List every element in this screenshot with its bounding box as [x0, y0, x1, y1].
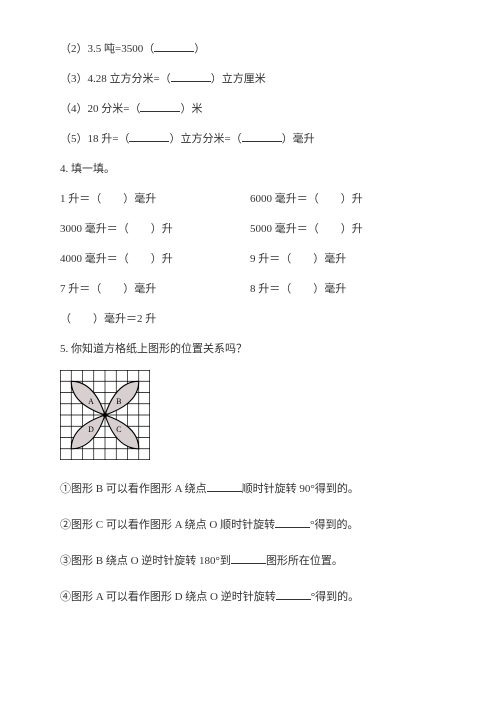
fill-row-4: 7 升＝（ ）毫升 8 升＝（ ）毫升 [60, 280, 440, 296]
q4-prefix: （4）20 分米=（ [60, 103, 140, 115]
r2r-b: ）升 [341, 223, 363, 235]
r5-b: ）毫升＝2 升 [93, 313, 156, 325]
s4-b: °得到的。 [311, 591, 359, 603]
q4-suffix: ）米 [180, 103, 202, 115]
s3-a: ③图形 B 绕点 O 逆时针旋转 180°到 [60, 555, 231, 567]
q2-prefix: （2）3.5 吨=3500（ [60, 43, 154, 55]
r4l-b: ）毫升 [123, 283, 156, 295]
r4r-a: 8 升＝（ [250, 283, 291, 295]
s4-a: ④图形 A 可以看作图形 D 绕点 O 逆时针旋转 [60, 591, 276, 603]
label-b: B [116, 397, 121, 406]
s1-a: ①图形 B 可以看作图形 A 绕点 [60, 483, 207, 495]
fill-row-5: （ ）毫升＝2 升 [60, 310, 440, 326]
s3-b: 图形所在位置。 [266, 555, 343, 567]
r2r-a: 5000 毫升＝（ [250, 223, 319, 235]
s1-blank[interactable] [207, 480, 242, 492]
s4-blank[interactable] [276, 588, 311, 600]
sub-q3: ③图形 B 绕点 O 逆时针旋转 180°到 图形所在位置。 [60, 552, 440, 568]
r2l-a: 3000 毫升＝（ [60, 223, 129, 235]
r1r-b: ）升 [341, 193, 363, 205]
r1l-a: 1 升＝（ [60, 193, 101, 205]
q5-prefix: （5）18 升=（ [60, 133, 129, 145]
section-4-title: 4. 填一填。 [60, 160, 440, 176]
label-c: C [116, 425, 121, 434]
q3-suffix: ）立方厘米 [211, 73, 266, 85]
q3-blank[interactable] [171, 70, 211, 82]
r2l-b: ）升 [151, 223, 173, 235]
q2-blank[interactable] [154, 40, 194, 52]
s3-blank[interactable] [231, 552, 266, 564]
sub-q1: ①图形 B 可以看作图形 A 绕点 顺时针旋转 90°得到的。 [60, 480, 440, 496]
sub-q4: ④图形 A 可以看作图形 D 绕点 O 逆时针旋转 °得到的。 [60, 588, 440, 604]
label-d: D [88, 425, 94, 434]
question-4: （4）20 分米=（ ）米 [60, 100, 440, 116]
q4-blank[interactable] [140, 100, 180, 112]
r3l-a: 4000 毫升＝（ [60, 253, 129, 265]
sub-q2: ②图形 C 可以看作图形 A 绕点 O 顺时针旋转 °得到的。 [60, 516, 440, 532]
r3l-b: ）升 [151, 253, 173, 265]
s1-b: 顺时针旋转 90°得到的。 [242, 483, 359, 495]
label-a: A [88, 397, 94, 406]
fill-row-2: 3000 毫升＝（ ）升 5000 毫升＝（ ）升 [60, 220, 440, 236]
r1r-a: 6000 毫升＝（ [250, 193, 319, 205]
s2-blank[interactable] [275, 516, 310, 528]
petal-grid-svg: A B C D [60, 370, 150, 460]
q5-blank-1[interactable] [129, 130, 169, 142]
section-5-title: 5. 你知道方格纸上图形的位置关系吗？ [60, 340, 440, 356]
fill-row-3: 4000 毫升＝（ ）升 9 升＝（ ）毫升 [60, 250, 440, 266]
q2-suffix: ） [194, 43, 205, 55]
s2-b: °得到的。 [310, 519, 358, 531]
fill-row-1: 1 升＝（ ）毫升 6000 毫升＝（ ）升 [60, 190, 440, 206]
q3-prefix: （3）4.28 立方分米=（ [60, 73, 171, 85]
s2-a: ②图形 C 可以看作图形 A 绕点 O 顺时针旋转 [60, 519, 275, 531]
r4l-a: 7 升＝（ [60, 283, 101, 295]
r1l-b: ）毫升 [123, 193, 156, 205]
q5-suffix: ）毫升 [282, 133, 315, 145]
r5-a: （ [60, 313, 71, 325]
grid-figure: A B C D [60, 370, 440, 460]
question-5: （5）18 升=（ ）立方分米=（ ）毫升 [60, 130, 440, 146]
r4r-b: ）毫升 [313, 283, 346, 295]
r3r-a: 9 升＝（ [250, 253, 291, 265]
q5-mid: ）立方分米=（ [169, 133, 241, 145]
q5-blank-2[interactable] [242, 130, 282, 142]
question-2: （2）3.5 吨=3500（ ） [60, 40, 440, 56]
question-3: （3）4.28 立方分米=（ ）立方厘米 [60, 70, 440, 86]
r3r-b: ）毫升 [313, 253, 346, 265]
